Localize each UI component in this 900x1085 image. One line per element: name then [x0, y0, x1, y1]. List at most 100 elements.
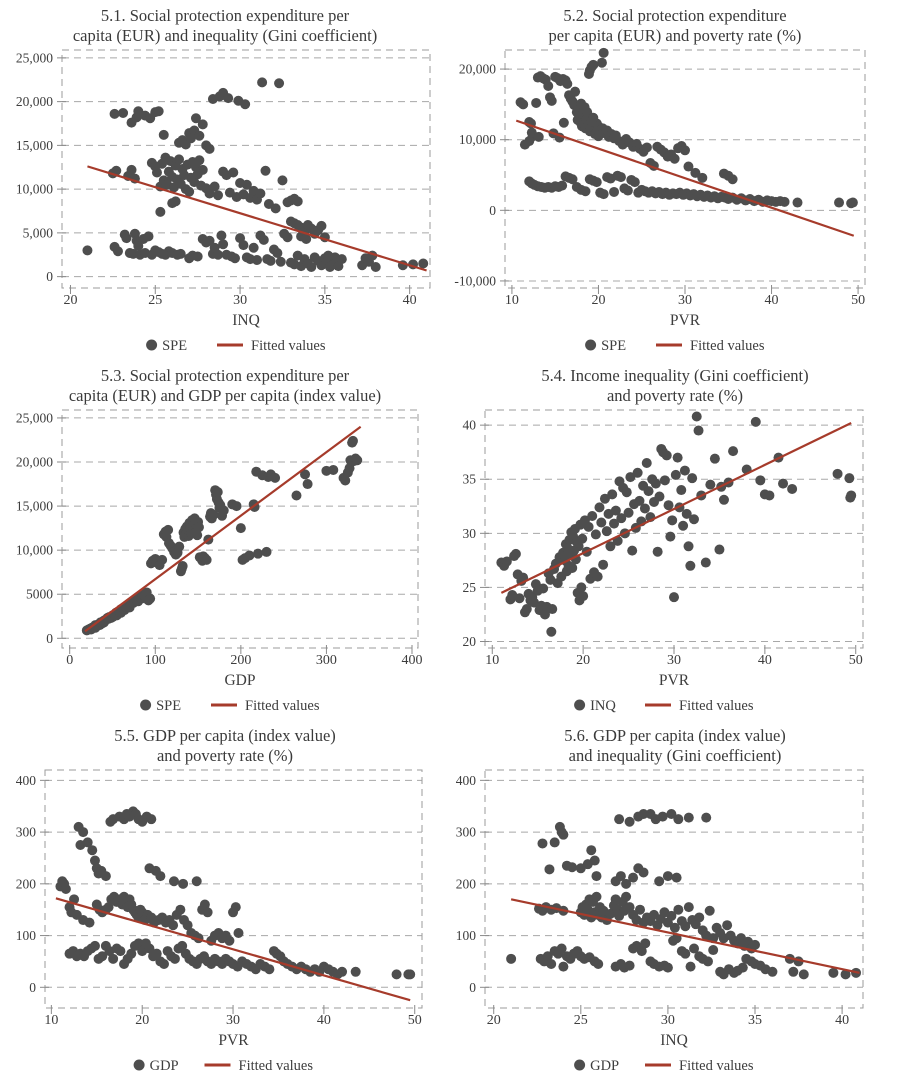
- data-point: [737, 962, 748, 973]
- data-point: [798, 969, 809, 980]
- scatter-plot: 20 25 30 35 40 10 20 30 40 50 PVR INQ Fitted values: [463, 409, 864, 714]
- data-point: [537, 838, 548, 849]
- data-point: [391, 969, 402, 980]
- title-line-2: and poverty rate (%): [606, 386, 744, 405]
- data-point: [638, 867, 649, 878]
- chart-5-4: 5.4. Income inequality (Gini coefficient…: [450, 360, 900, 720]
- data-point: [665, 531, 676, 542]
- data-point: [583, 521, 594, 532]
- data-point: [212, 486, 223, 497]
- data-point: [336, 254, 347, 265]
- data-point: [593, 959, 604, 970]
- data-point: [672, 452, 683, 463]
- data-point: [233, 927, 244, 938]
- data-point: [146, 814, 157, 825]
- data-point: [621, 878, 632, 889]
- data-point: [178, 878, 189, 889]
- plot-frame: [504, 49, 866, 289]
- x-tick-label: 300: [316, 653, 337, 668]
- data-point: [190, 113, 201, 124]
- legend-fitted-label: Fitted values: [251, 338, 326, 354]
- data-point: [252, 255, 263, 265]
- data-point: [670, 469, 681, 480]
- data-point: [87, 845, 98, 856]
- data-point: [306, 262, 317, 272]
- data-point: [506, 953, 517, 964]
- data-point: [624, 816, 635, 827]
- scatter-plot: -10,000 0 10,000 20,000 10 20 30 40 50 PVR SPE Fitt…: [454, 47, 866, 354]
- data-point: [588, 112, 599, 123]
- data-point: [544, 864, 555, 875]
- data-point: [158, 129, 169, 140]
- y-tick-label: 0: [46, 631, 53, 646]
- y-tick-label: 10,000: [16, 182, 53, 197]
- data-point: [328, 464, 339, 475]
- y-tick-label: 25,000: [16, 50, 53, 65]
- data-point: [667, 515, 678, 526]
- legend-marker-dot: [574, 699, 586, 711]
- data-point: [669, 592, 679, 603]
- data-point: [182, 920, 193, 931]
- data-point: [828, 967, 839, 978]
- data-point: [174, 541, 185, 552]
- data-point: [193, 522, 204, 533]
- legend-series-label: GDP: [590, 1058, 619, 1074]
- y-tick-label: 20,000: [459, 62, 496, 77]
- data-point: [100, 871, 111, 882]
- data-point: [103, 902, 114, 913]
- data-point: [192, 530, 203, 541]
- data-point: [272, 248, 283, 258]
- data-point: [669, 153, 680, 164]
- data-point: [252, 548, 263, 559]
- data-point: [650, 478, 661, 489]
- legend-fitted-label: Fitted values: [679, 698, 754, 714]
- data-point: [405, 969, 416, 980]
- x-tick-label: 10: [44, 1013, 58, 1028]
- data-point: [316, 220, 327, 231]
- data-point: [543, 81, 554, 92]
- legend-marker-dot: [585, 339, 597, 351]
- data-point: [549, 837, 560, 848]
- y-tick-label: 5000: [26, 587, 53, 602]
- x-tick-label: 30: [233, 293, 247, 308]
- data-point: [615, 172, 626, 183]
- data-point: [708, 945, 719, 956]
- legend-series-label: GDP: [150, 1058, 179, 1074]
- scatter-plot: 0 100 200 300 400 10 20 30 40 50 PVR GDP Fitted valu…: [16, 769, 423, 1074]
- data-point: [229, 253, 240, 264]
- data-point: [224, 935, 235, 946]
- data-point: [118, 108, 129, 118]
- title-line-2: and poverty rate (%): [156, 746, 294, 765]
- data-point: [750, 416, 761, 427]
- data-point: [265, 255, 276, 266]
- data-point: [350, 966, 361, 977]
- data-point: [228, 167, 239, 178]
- data-point: [641, 142, 652, 153]
- data-point: [628, 872, 639, 883]
- data-point: [622, 185, 633, 196]
- data-point: [662, 871, 673, 882]
- data-point: [727, 174, 738, 185]
- data-point: [562, 78, 573, 89]
- title-line-2: per capita (EUR) and poverty rate (%): [548, 26, 802, 45]
- data-point: [767, 966, 778, 977]
- data-point: [213, 190, 224, 201]
- data-point: [194, 130, 205, 141]
- chart-title: 5.5. GDP per capita (index value) and po…: [0, 720, 450, 765]
- data-point: [204, 143, 215, 154]
- chart-title: 5.1. Social protection expenditure per c…: [0, 0, 450, 45]
- data-point: [609, 186, 620, 197]
- data-point: [673, 904, 684, 915]
- title-line-1: 5.2. Social protection expenditure: [563, 6, 787, 25]
- data-point: [573, 541, 584, 552]
- data-point: [60, 884, 71, 894]
- data-point: [170, 196, 181, 207]
- data-point: [614, 814, 625, 825]
- title-line-2: and inequality (Gini coefficient): [568, 746, 782, 765]
- data-point: [347, 435, 358, 446]
- data-point: [616, 513, 627, 524]
- data-point: [680, 921, 691, 932]
- y-tick-label: 25: [463, 580, 477, 595]
- chart-5-3: 5.3. Social protection expenditure per c…: [0, 360, 450, 720]
- data-point: [89, 940, 100, 951]
